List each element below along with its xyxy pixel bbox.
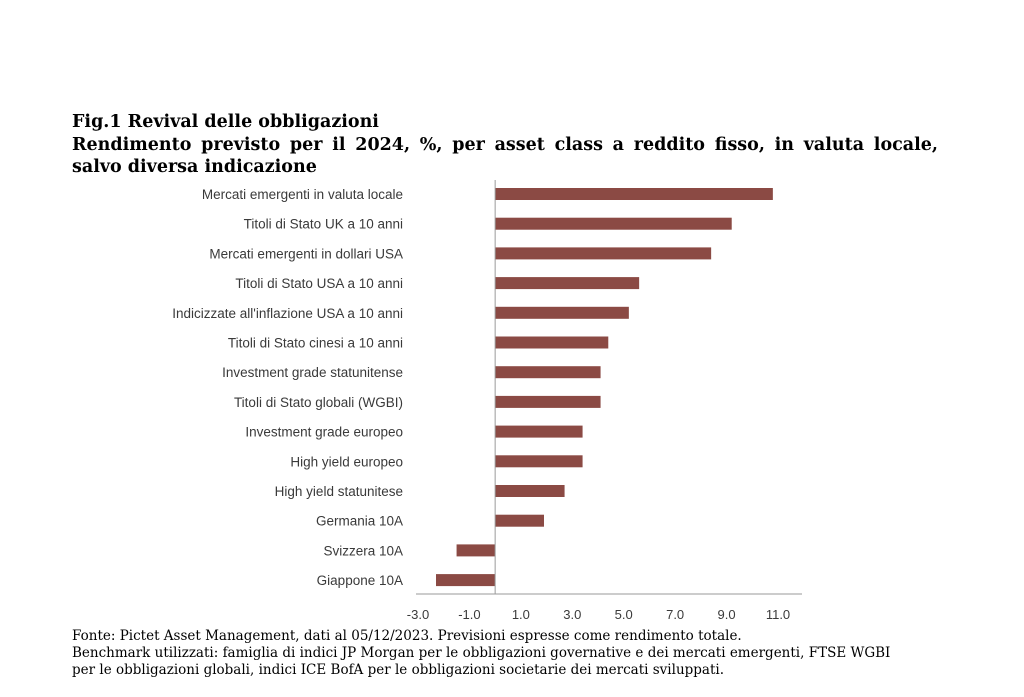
x-tick-label: -1.0 (458, 607, 480, 622)
category-label: High yield statunitese (275, 484, 403, 499)
source-line-1: Fonte: Pictet Asset Management, dati al … (72, 628, 742, 644)
category-label: Titoli di Stato USA a 10 anni (235, 276, 403, 291)
category-label: Giappone 10A (317, 573, 403, 588)
category-label: Titoli di Stato globali (WGBI) (234, 395, 403, 410)
bar (495, 336, 609, 349)
category-label: Germania 10A (316, 514, 403, 529)
bar (495, 277, 640, 290)
bar (495, 485, 565, 497)
source-note: Fonte: Pictet Asset Management, dati al … (72, 628, 952, 679)
bar (495, 366, 601, 379)
category-label: High yield europeo (290, 454, 403, 469)
source-line-3: per le obbligazioni globali, indici ICE … (72, 662, 725, 678)
category-labels: Mercati emergenti in valuta locale Titoli… (172, 187, 403, 588)
bar (495, 217, 732, 230)
x-tick-label: 9.0 (718, 607, 736, 622)
bar (456, 544, 496, 557)
category-label: Mercati emergenti in dollari USA (209, 246, 403, 261)
figure-title: Fig.1 Revival delle obbligazioni (72, 112, 379, 132)
bar (495, 514, 544, 527)
figure-subtitle: Rendimento previsto per il 2024, %, per … (72, 135, 938, 177)
bar (495, 306, 629, 319)
category-label: Indicizzate all'inflazione USA a 10 anni (172, 306, 403, 321)
category-label: Svizzera 10A (323, 543, 403, 558)
bar (495, 247, 712, 260)
x-tick-labels: -3.0 -1.0 1.0 3.0 5.0 7.0 9.0 11.0 (407, 607, 790, 622)
x-tick-label: 1.0 (512, 607, 530, 622)
bar (495, 425, 583, 438)
bar (495, 455, 583, 468)
source-line-2: Benchmark utilizzati: famiglia di indici… (72, 645, 891, 661)
x-tick-label: 5.0 (615, 607, 633, 622)
bars-group (436, 188, 773, 587)
category-label: Titoli di Stato cinesi a 10 anni (228, 336, 403, 351)
category-label: Investment grade europeo (245, 425, 403, 440)
x-tick-label: 7.0 (666, 607, 684, 622)
category-label: Investment grade statunitense (222, 365, 403, 380)
bar (495, 188, 773, 200)
category-label: Mercati emergenti in valuta locale (202, 187, 403, 202)
x-tick-label: 3.0 (563, 607, 581, 622)
category-label: Titoli di Stato UK a 10 anni (244, 217, 403, 232)
x-tick-label: -3.0 (407, 607, 429, 622)
bar (495, 395, 601, 408)
bar (436, 574, 496, 587)
axes-group (416, 180, 802, 595)
x-tick-label: 11.0 (766, 607, 790, 622)
